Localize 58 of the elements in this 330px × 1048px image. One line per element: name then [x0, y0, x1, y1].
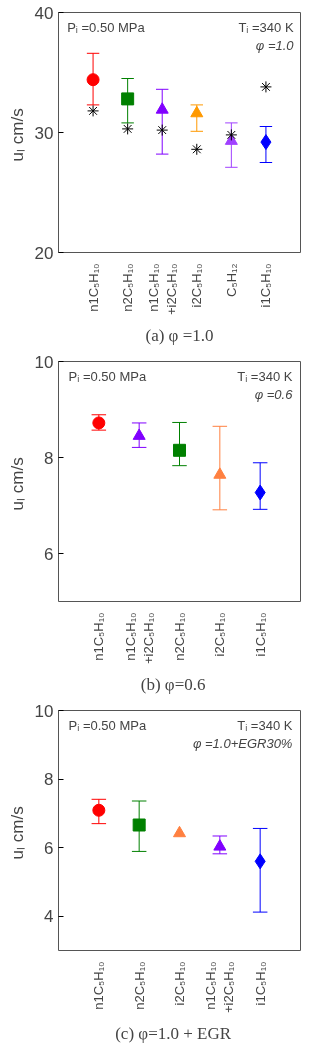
x-tick-label: i2C₅H₁₀: [172, 961, 187, 1006]
point: [132, 818, 146, 832]
y-tick-label: 30: [34, 123, 54, 143]
annotation: Pᵢ =0.50 MPa: [68, 368, 147, 384]
point: [173, 825, 186, 838]
y-tick-label: 40: [34, 3, 54, 23]
point: [173, 443, 186, 457]
annotation: Tᵢ =340 K: [237, 717, 293, 733]
y-axis-title: uₗ cm/s: [7, 806, 27, 860]
x-tick-label: n1C₅H₁₀: [91, 961, 107, 1010]
point: [213, 467, 227, 479]
point: [260, 134, 272, 151]
point: [132, 428, 146, 440]
annotation: Tᵢ =340 K: [237, 368, 293, 384]
x-tick-label: C₅H₁₂: [223, 263, 239, 297]
text: (a) φ =1.0: [145, 325, 214, 345]
x-tick-label: i1C₅H₁₀: [252, 961, 268, 1006]
y-tick-label: 6: [44, 838, 54, 858]
point: [121, 92, 135, 106]
point: [213, 839, 227, 851]
y-tick-label: 20: [34, 243, 54, 263]
text: (c) φ=1.0 + EGR: [115, 1023, 232, 1043]
x-tick-label: n2C₅H₁₀: [172, 612, 187, 661]
y-tick-label: 8: [44, 448, 54, 468]
annotation: φ =1.0: [255, 37, 295, 53]
point: [190, 143, 203, 156]
point: [86, 73, 100, 87]
x-tick-label: n1C₅H₁₀: [91, 612, 107, 661]
y-tick-label: 10: [34, 352, 54, 372]
point: [87, 104, 100, 117]
point: [259, 80, 272, 93]
annotation: φ =0.6: [254, 386, 294, 402]
point: [190, 105, 204, 118]
annotation: Tᵢ =340 K: [238, 19, 294, 35]
point: [155, 102, 169, 114]
y-tick-label: 10: [34, 701, 54, 721]
point: [156, 124, 169, 137]
y-axis-title: uₗ cm/s: [7, 457, 27, 511]
point: [92, 803, 106, 817]
y-tick-label: 8: [44, 770, 54, 790]
point: [254, 484, 266, 501]
text: (b) φ=0.6: [140, 674, 206, 694]
annotation: Pᵢ =0.50 MPa: [67, 19, 146, 35]
x-tick-label: i1C₅H₁₀: [258, 263, 274, 308]
annotation: Pᵢ =0.50 MPa: [68, 717, 147, 733]
point: [225, 128, 238, 141]
y-tick-label: 6: [44, 544, 54, 564]
x-tick-label: n2C₅H₁₀: [120, 263, 136, 312]
x-tick-label: i2C₅H₁₀: [189, 263, 205, 308]
annotation: φ =1.0+EGR30%: [192, 735, 293, 751]
y-axis-title: uₗ cm/s: [7, 108, 27, 162]
y-tick-label: 4: [44, 907, 54, 927]
x-tick-label: i2C₅H₁₀: [212, 612, 228, 657]
point: [121, 122, 134, 135]
point: [254, 853, 266, 870]
x-tick-label: n1C₅H₁₀: [85, 263, 101, 312]
x-tick-label: n2C₅H₁₀: [131, 961, 147, 1010]
x-tick-label: i1C₅H₁₀: [252, 612, 268, 657]
